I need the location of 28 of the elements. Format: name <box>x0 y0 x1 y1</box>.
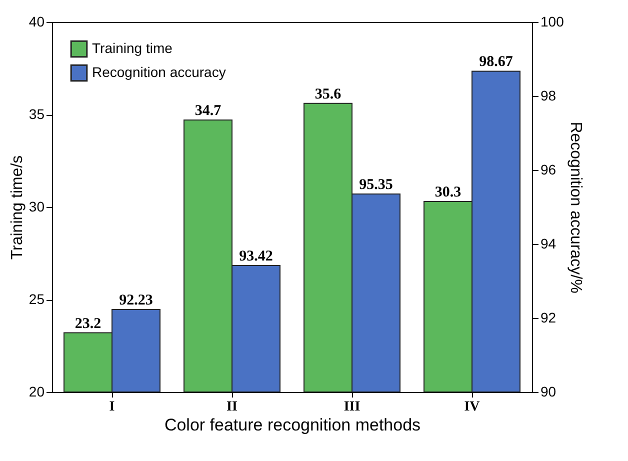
data-label: 98.67 <box>479 54 514 70</box>
data-label: 35.6 <box>314 86 342 102</box>
x-tick-label: I <box>109 400 115 414</box>
y-tick-label: 20 <box>28 384 45 400</box>
x-tick-label: II <box>226 400 238 414</box>
y-tick-label: 25 <box>28 291 45 307</box>
x-axis-title: Color feature recognition methods <box>164 416 421 434</box>
data-label: 34.7 <box>194 103 222 120</box>
y2-tick-label: 96 <box>540 162 556 178</box>
y-tick-label: 40 <box>28 14 45 30</box>
y2-axis-title: Recognition accuracy/% <box>566 122 584 294</box>
y-axis-title: Training time/s <box>8 155 26 260</box>
y2-tick-label: 100 <box>540 14 564 30</box>
data-label: 95.35 <box>359 177 393 194</box>
legend-label: Training time <box>92 40 173 56</box>
x-tick-label: III <box>344 400 360 414</box>
y2-tick-label: 94 <box>540 236 556 252</box>
y2-tick-label: 90 <box>540 384 556 400</box>
legend-label: Recognition accuracy <box>92 64 226 80</box>
data-label: 92.23 <box>119 292 153 308</box>
y-tick-label: 35 <box>28 106 45 122</box>
y2-tick-label: 98 <box>540 88 556 104</box>
y2-tick-label: 92 <box>540 310 556 326</box>
data-label: 93.42 <box>239 248 273 264</box>
x-tick-label: IV <box>464 400 480 414</box>
data-label: 23.2 <box>74 316 102 332</box>
data-label: 30.3 <box>434 184 462 200</box>
y-tick-label: 30 <box>28 198 45 214</box>
